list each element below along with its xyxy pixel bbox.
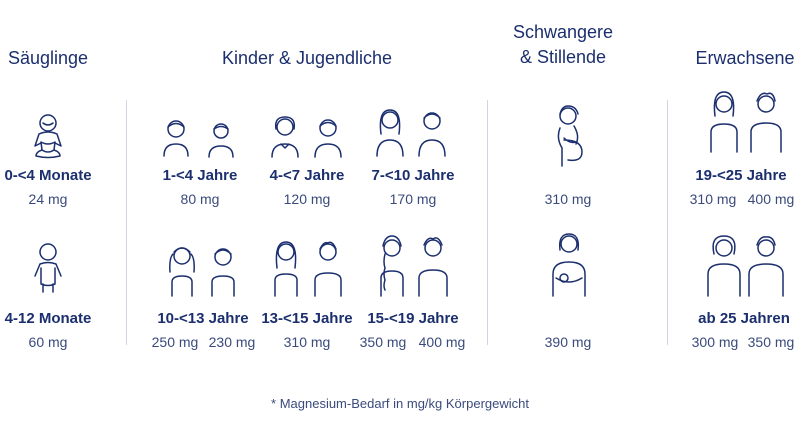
heading-schwangere: Schwangere [512,22,614,42]
value-15-19-jahre-female: 350 mg [359,334,407,350]
value-15-19-jahre-male: 400 mg [418,334,466,350]
divider-1 [126,100,127,345]
age-label-0-4-monate: 0-<4 Monate [4,167,92,184]
value-4-7-jahre: 120 mg [283,191,331,207]
age-label-ab-25-jahren: ab 25 Jahren [698,310,790,327]
value-4-12-monate: 60 mg [28,334,68,350]
value-1-4-jahre: 80 mg [180,191,220,207]
value-19-25-jahre-female: 310 mg [689,191,737,207]
age-label-15-19-jahre: 15-<19 Jahre [367,310,459,327]
adult-woman-icon [704,234,744,298]
age-label-10-13-jahre: 10-<13 Jahre [157,310,249,327]
value-19-25-jahre-male: 400 mg [747,191,795,207]
baby-sitting-icon [30,112,66,160]
teen-boy-icon [312,238,344,298]
breastfeeding-woman-icon [548,232,590,298]
boy-icon [416,108,448,158]
value-10-13-jahre-male: 230 mg [208,334,256,350]
value-0-4-monate: 24 mg [28,191,68,207]
girl-long-hair-icon [373,106,407,158]
boy-teen-icon [208,244,238,298]
young-woman-braid-icon [375,234,409,298]
value-13-15-jahre: 310 mg [283,334,331,350]
young-man-icon [416,234,450,298]
toddler-boy-icon [206,121,236,159]
age-label-19-25-jahre: 19-<25 Jahre [695,167,787,184]
value-ab-25-jahren-male: 350 mg [747,334,795,350]
age-label-4-7-jahre: 4-<7 Jahre [269,167,345,184]
woman-icon [706,90,742,154]
divider-2 [487,100,488,345]
age-label-13-15-jahre: 13-<15 Jahre [261,310,353,327]
divider-3 [667,100,668,345]
value-7-10-jahre: 170 mg [389,191,437,207]
girl-pigtails-icon [165,242,199,298]
heading-erwachsene: Erwachsene [695,48,795,68]
value-10-13-jahre-female: 250 mg [151,334,199,350]
value-stillende: 390 mg [544,334,592,350]
child-girl-icon [268,115,302,159]
heading-kinder-jugendliche: Kinder & Jugendliche [221,48,393,68]
baby-standing-icon [30,242,66,294]
toddler-girl-icon [160,118,192,158]
pregnant-woman-icon [550,104,590,170]
footnote: * Magnesium-Bedarf in mg/kg Körpergewich… [271,396,529,411]
heading-stillende: & Stillende [519,47,607,67]
teen-girl-icon [270,238,302,298]
man-icon [748,90,784,154]
heading-saeuglinge: Säuglinge [7,48,89,68]
age-label-1-4-jahre: 1-<4 Jahre [162,167,238,184]
adult-man-icon [746,234,786,298]
value-ab-25-jahren-female: 300 mg [691,334,739,350]
age-label-4-12-monate: 4-12 Monate [4,310,92,327]
child-boy-icon [312,117,344,159]
age-label-7-10-jahre: 7-<10 Jahre [371,167,455,184]
value-schwangere: 310 mg [544,191,592,207]
